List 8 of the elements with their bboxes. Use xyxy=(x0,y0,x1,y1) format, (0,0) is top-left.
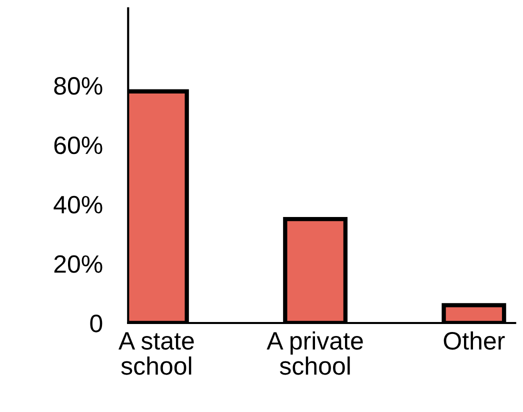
x-tick-label: A state school xyxy=(118,332,194,375)
x-tick-label: Other xyxy=(444,331,505,350)
y-tick-label: 80% xyxy=(54,77,102,95)
y-tick-label: 0 xyxy=(90,314,102,332)
y-tick-label: 40% xyxy=(54,196,102,214)
y-tick-label: 60% xyxy=(54,136,102,154)
x-tick-label: A private school xyxy=(266,331,363,375)
y-tick-label: 20% xyxy=(54,255,102,273)
